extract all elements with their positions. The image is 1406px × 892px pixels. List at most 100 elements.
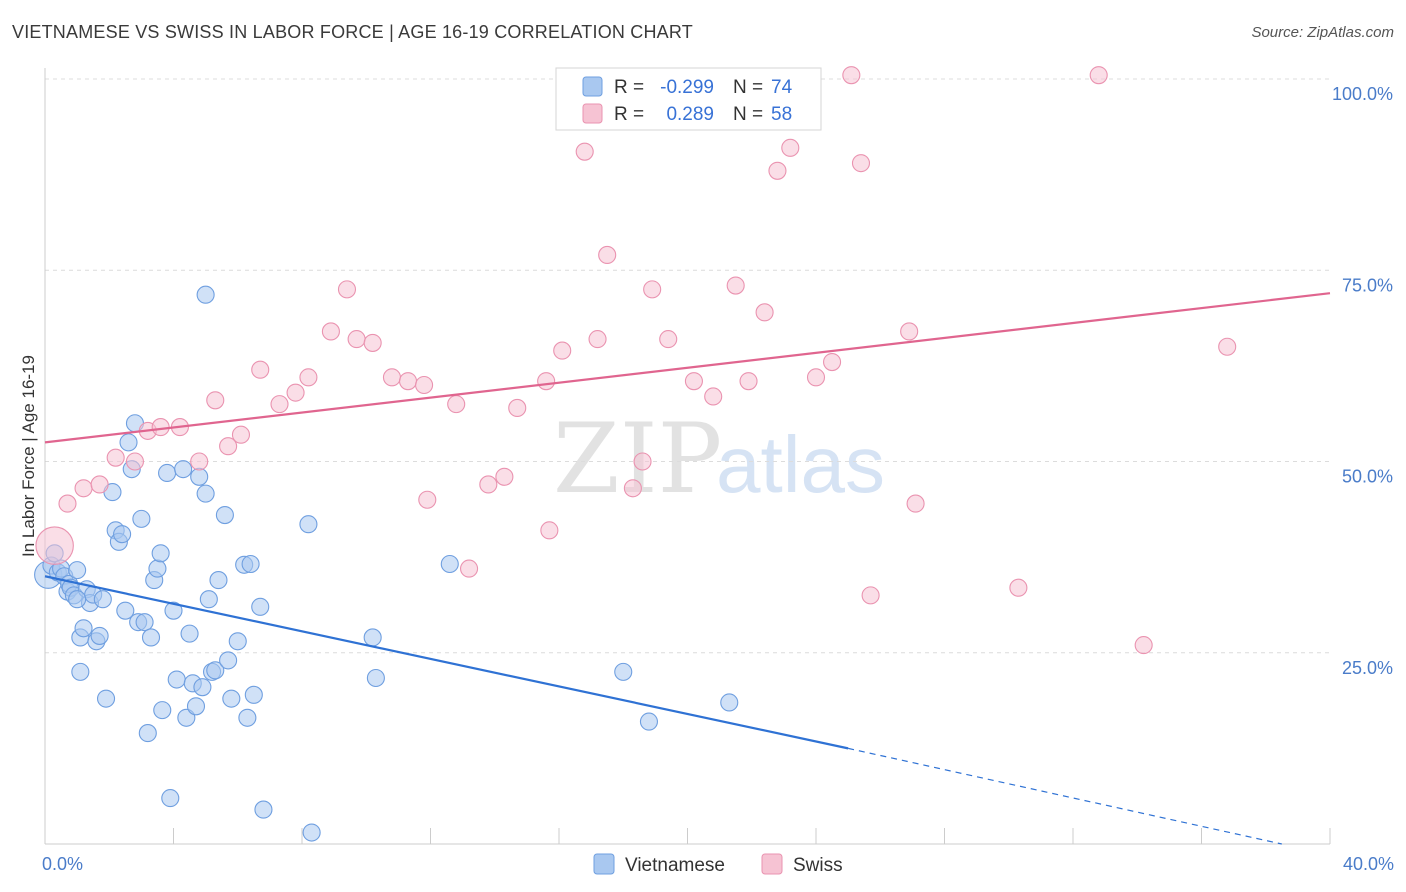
bottom-legend-label-swiss: Swiss bbox=[793, 855, 843, 876]
legend-n-label-vietnamese: N = bbox=[733, 77, 763, 98]
swiss-point bbox=[270, 395, 289, 414]
y-axis-label: In Labor Force | Age 16-19 bbox=[19, 355, 38, 557]
vietnamese-point bbox=[241, 554, 260, 574]
bottom-legend-label-vietnamese: Vietnamese bbox=[625, 855, 725, 876]
vietnamese-point bbox=[158, 463, 177, 483]
swiss-point bbox=[251, 360, 270, 379]
swiss-point bbox=[1218, 337, 1237, 356]
swiss-point bbox=[90, 475, 109, 494]
swiss-point bbox=[739, 372, 758, 391]
swiss-point bbox=[755, 303, 774, 322]
vietnamese-point bbox=[71, 662, 90, 681]
swiss-point bbox=[231, 425, 251, 444]
legend-r-label-vietnamese: R = bbox=[614, 77, 644, 98]
swiss-point bbox=[479, 475, 498, 494]
swiss-point bbox=[643, 280, 662, 299]
swiss-point bbox=[286, 383, 305, 402]
swiss-point bbox=[623, 479, 642, 498]
legend-n-value-vietnamese: 74 bbox=[771, 77, 793, 98]
legend-swatch-vietnamese bbox=[582, 76, 603, 97]
vietnamese-point bbox=[440, 554, 459, 574]
vietnamese-point bbox=[180, 624, 199, 643]
watermark-atlas: atlas bbox=[716, 420, 885, 509]
vietnamese-point bbox=[135, 613, 154, 632]
swiss-point bbox=[415, 375, 434, 395]
vietnamese-point bbox=[161, 789, 180, 808]
x-ticks bbox=[173, 828, 1331, 844]
series-legend: Vietnamese Swiss bbox=[593, 853, 843, 876]
y-tick-label: 50.0% bbox=[1342, 467, 1393, 487]
bottom-legend-swatch-swiss bbox=[761, 853, 783, 875]
swiss-point bbox=[337, 280, 357, 299]
vietnamese-point bbox=[174, 460, 193, 479]
legend-r-value-vietnamese: -0.299 bbox=[660, 77, 714, 98]
swiss-point bbox=[206, 391, 225, 410]
swiss-point bbox=[363, 333, 382, 352]
chart-title: VIETNAMESE VS SWISS IN LABOR FORCE | AGE… bbox=[12, 22, 693, 42]
swiss-point bbox=[125, 452, 144, 471]
vietnamese-point bbox=[148, 559, 167, 578]
vietnamese-point bbox=[190, 467, 209, 486]
swiss-point bbox=[633, 452, 652, 471]
vietnamese-point bbox=[244, 685, 263, 704]
vietnamese-point bbox=[113, 525, 132, 544]
swiss-point bbox=[1134, 636, 1153, 655]
vietnamese-point bbox=[639, 712, 659, 731]
bottom-legend-swatch-vietnamese bbox=[593, 853, 615, 875]
swiss-points bbox=[35, 66, 1237, 655]
vietnamese-point bbox=[228, 632, 247, 651]
vietnamese-trend-extension bbox=[847, 747, 1282, 845]
vietnamese-point bbox=[164, 601, 183, 620]
vietnamese-point bbox=[119, 433, 138, 452]
stats-legend: R = -0.299 N = 74 R = 0.289 N = 58 bbox=[555, 67, 822, 131]
swiss-point bbox=[768, 161, 787, 180]
swiss-point bbox=[495, 467, 514, 486]
vietnamese-point bbox=[68, 561, 87, 580]
swiss-point bbox=[851, 154, 871, 173]
legend-n-value-swiss: 58 bbox=[771, 104, 792, 125]
vietnamese-point bbox=[116, 601, 135, 620]
vietnamese-point bbox=[299, 515, 318, 534]
legend-n-label-swiss: N = bbox=[733, 104, 763, 125]
vietnamese-point bbox=[238, 708, 257, 727]
y-tick-label: 25.0% bbox=[1342, 658, 1393, 678]
swiss-point bbox=[598, 245, 617, 264]
swiss-point bbox=[106, 448, 125, 467]
swiss-point bbox=[219, 437, 238, 456]
swiss-point bbox=[781, 138, 800, 157]
vietnamese-point bbox=[209, 571, 228, 590]
legend-r-value-swiss: 0.289 bbox=[666, 104, 714, 125]
swiss-point bbox=[418, 490, 437, 509]
swiss-point bbox=[842, 66, 861, 85]
vietnamese-point bbox=[90, 626, 109, 645]
swiss-point bbox=[684, 372, 703, 391]
vietnamese-point bbox=[363, 628, 382, 647]
vietnamese-point bbox=[96, 689, 116, 708]
swiss-point bbox=[58, 494, 77, 513]
vietnamese-point bbox=[720, 693, 739, 712]
swiss-point bbox=[299, 368, 318, 387]
vietnamese-point bbox=[196, 285, 215, 304]
vietnamese-point bbox=[186, 697, 206, 716]
vietnamese-points bbox=[34, 285, 739, 842]
vietnamese-point bbox=[167, 670, 186, 689]
vietnamese-point bbox=[366, 668, 385, 688]
swiss-point bbox=[459, 559, 479, 578]
vietnamese-point bbox=[151, 544, 170, 563]
y-tick-label: 100.0% bbox=[1332, 84, 1393, 104]
trend-lines bbox=[44, 292, 1331, 845]
vietnamese-point bbox=[302, 823, 321, 842]
swiss-point bbox=[347, 330, 366, 349]
swiss-point bbox=[575, 142, 594, 161]
swiss-point bbox=[806, 368, 826, 387]
swiss-point bbox=[537, 372, 556, 391]
swiss-point bbox=[74, 479, 93, 498]
swiss-point bbox=[726, 276, 745, 295]
swiss-point bbox=[861, 586, 880, 605]
vietnamese-point bbox=[153, 701, 172, 720]
swiss-point bbox=[398, 372, 418, 391]
swiss-point bbox=[190, 452, 209, 471]
swiss-point bbox=[588, 330, 607, 349]
swiss-point bbox=[1089, 66, 1108, 85]
